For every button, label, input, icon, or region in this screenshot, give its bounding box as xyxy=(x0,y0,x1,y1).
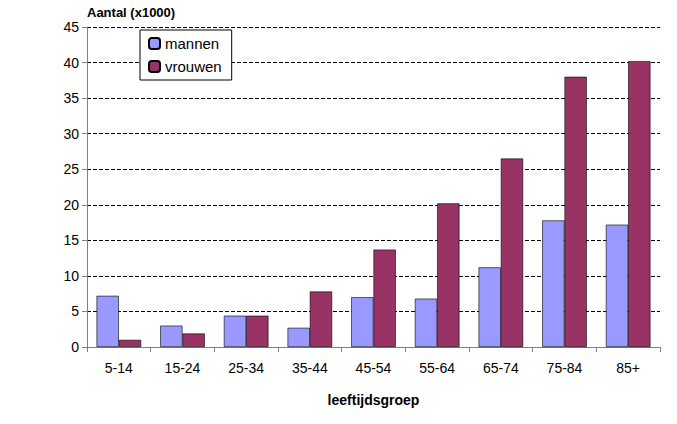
svg-text:55-64: 55-64 xyxy=(419,360,455,376)
svg-text:85+: 85+ xyxy=(616,360,640,376)
svg-text:30: 30 xyxy=(63,126,79,142)
svg-text:vrouwen: vrouwen xyxy=(165,58,222,75)
svg-text:0: 0 xyxy=(71,339,79,355)
svg-text:35: 35 xyxy=(63,90,79,106)
svg-text:40: 40 xyxy=(63,55,79,71)
svg-text:mannen: mannen xyxy=(165,35,219,52)
svg-text:25-34: 25-34 xyxy=(228,360,264,376)
svg-text:75-84: 75-84 xyxy=(547,360,583,376)
svg-text:25: 25 xyxy=(63,161,79,177)
svg-text:20: 20 xyxy=(63,197,79,213)
svg-text:5: 5 xyxy=(71,303,79,319)
svg-text:leeftijdsgroep: leeftijdsgroep xyxy=(328,392,420,408)
svg-text:15: 15 xyxy=(63,232,79,248)
svg-text:45-54: 45-54 xyxy=(356,360,392,376)
svg-text:35-44: 35-44 xyxy=(292,360,328,376)
svg-text:10: 10 xyxy=(63,268,79,284)
svg-text:5-14: 5-14 xyxy=(105,360,133,376)
svg-text:15-24: 15-24 xyxy=(165,360,201,376)
svg-text:45: 45 xyxy=(63,19,79,35)
svg-text:65-74: 65-74 xyxy=(483,360,519,376)
svg-text:Aantal (x1000): Aantal (x1000) xyxy=(87,5,175,20)
